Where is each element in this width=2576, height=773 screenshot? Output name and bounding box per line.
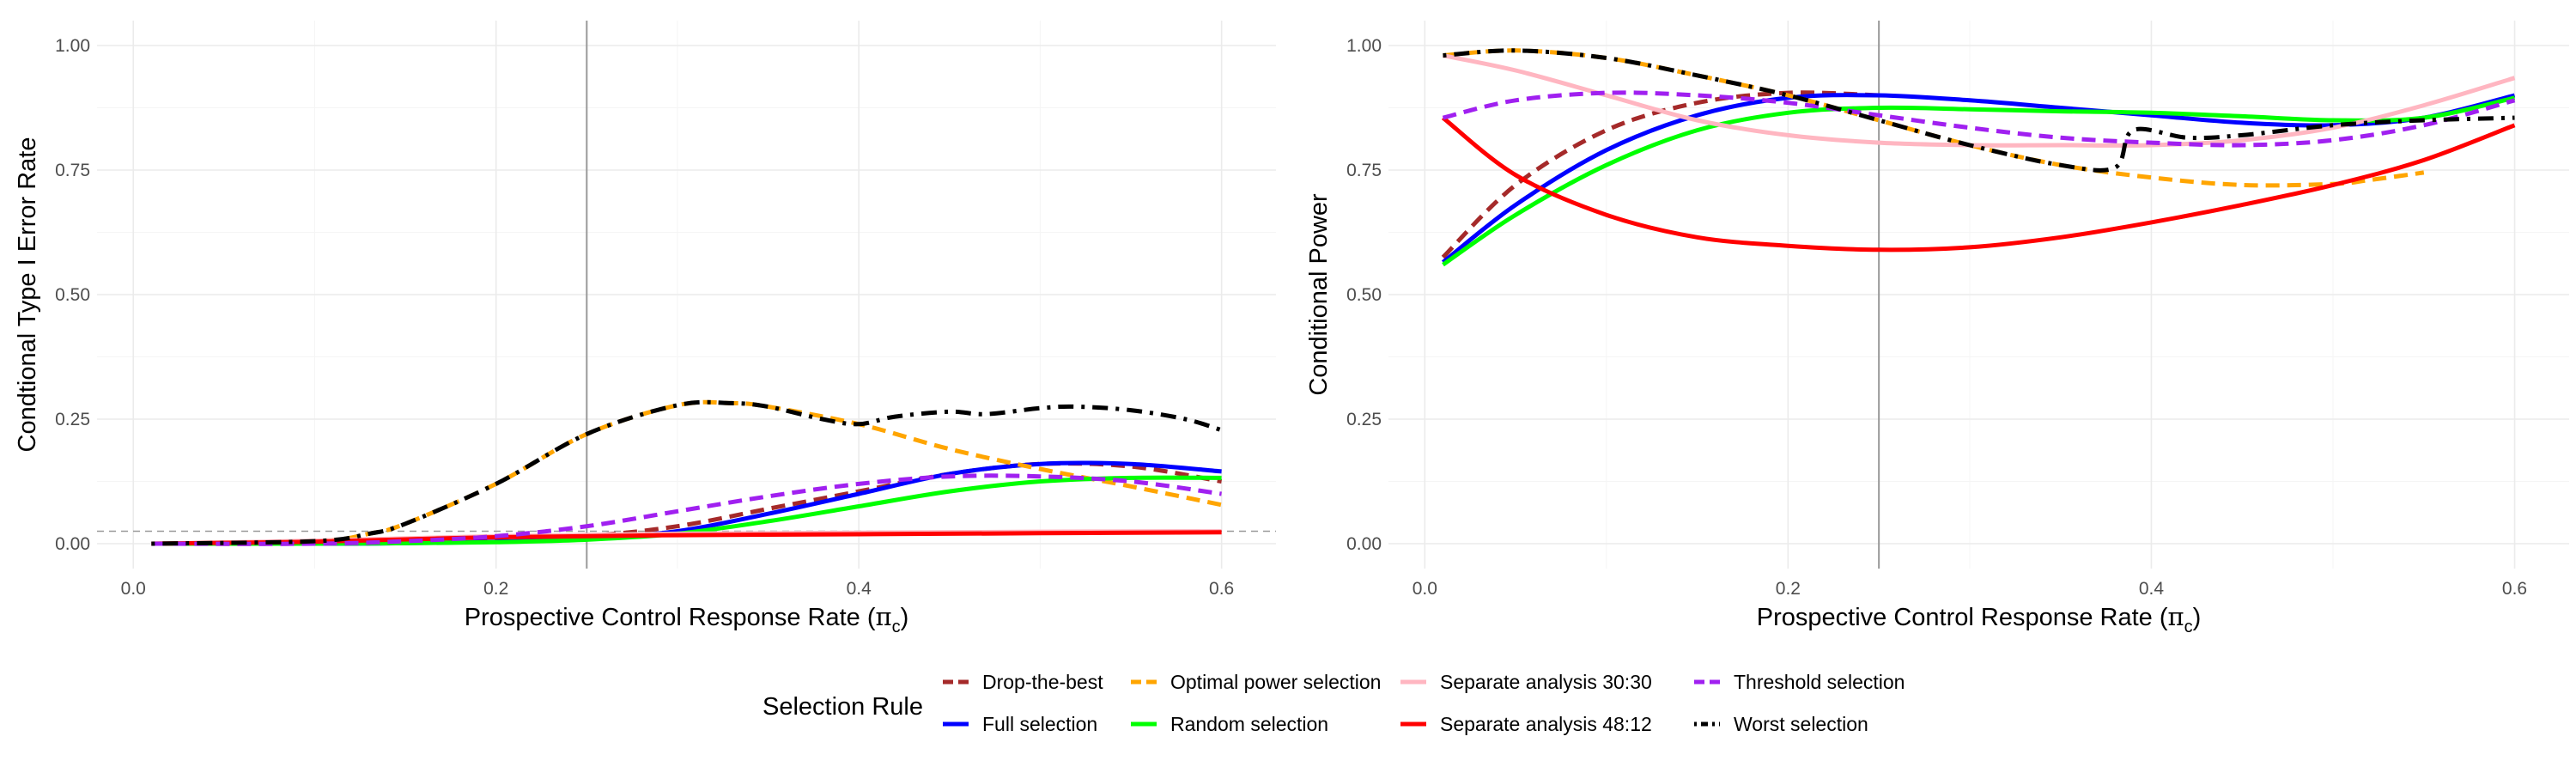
x-tick-label: 0.6 (1209, 579, 1234, 599)
legend-label-optimal-power-selection: Optimal power selection (1170, 671, 1381, 693)
legend-label-separate-analysis-30-30: Separate analysis 30:30 (1440, 671, 1652, 693)
x-axis-title-subscript: c (892, 618, 901, 636)
y-tick-label: 1.00 (1346, 36, 1382, 56)
x-axis-title-main: Prospective Control Response Rate ( (465, 604, 876, 631)
legend: Selection Rule Drop-the-best Full selectio… (762, 671, 1905, 735)
legend-label-full-selection: Full selection (982, 713, 1097, 735)
series-line-worst-selection (1443, 48, 2515, 173)
y-tick-label: 0.75 (55, 161, 90, 180)
panel-type-one-error: 0.0 0.2 0.4 0.6 0.00 0.25 0.50 0.75 1.00 Condtion… (14, 21, 1276, 636)
legend-label-threshold-selection: Threshold selection (1734, 671, 1905, 693)
x-tick-label: 0.2 (483, 579, 508, 599)
y-axis-title: Conditional Power (1305, 193, 1333, 396)
y-axis-title: Condtional Type I Error Rate (14, 137, 41, 453)
series-line-worst-selection (151, 399, 1223, 546)
series-line-drop-the-best (1441, 90, 1880, 259)
x-axis-title: Prospective Control Response Rate (πc) (1757, 602, 2201, 636)
y-tick-label: 0.00 (1346, 534, 1382, 554)
series-line-threshold-selection (151, 473, 1222, 546)
x-axis-title-symbol: π (876, 602, 892, 631)
x-axis-title-symbol: π (2168, 602, 2184, 631)
y-tick-label: 0.25 (1346, 410, 1382, 429)
x-tick-label: 0.6 (2502, 579, 2527, 599)
x-tick-label: 0.4 (2139, 579, 2165, 599)
y-tick-label: 0.00 (55, 534, 90, 554)
x-tick-label: 0.2 (1776, 579, 1801, 599)
legend-label-worst-selection: Worst selection (1734, 713, 1868, 735)
y-tick-label: 0.75 (1346, 161, 1382, 180)
x-tick-label: 0.4 (847, 579, 872, 599)
legend-title: Selection Rule (762, 693, 923, 721)
x-tick-label: 0.0 (1413, 579, 1437, 599)
y-tick-label: 1.00 (55, 36, 90, 56)
legend-label-separate-analysis-48-12: Separate analysis 48:12 (1440, 713, 1652, 735)
legend-label-random-selection: Random selection (1170, 713, 1328, 735)
y-tick-label: 0.25 (55, 410, 90, 429)
series-line-random-selection (1442, 95, 2516, 267)
y-tick-label: 0.50 (1346, 285, 1382, 305)
x-axis-title-subscript: c (2184, 618, 2193, 636)
series-line-separate-analysis-48-12 (1441, 116, 2516, 253)
x-tick-label: 0.0 (121, 579, 146, 599)
y-tick-label: 0.50 (55, 285, 90, 305)
x-axis-title-main: Prospective Control Response Rate ( (1757, 604, 2168, 631)
series-line-optimal-power-selection (151, 399, 1223, 546)
x-axis-title: Prospective Control Response Rate (πc) (465, 602, 908, 636)
panel-conditional-power: 0.0 0.2 0.4 0.6 0.00 0.25 0.50 0.75 1.00 Conditio… (1305, 21, 2569, 636)
x-axis-title-close: ) (2193, 604, 2202, 631)
x-axis-title-close: ) (901, 604, 909, 631)
legend-label-drop-the-best: Drop-the-best (982, 671, 1103, 693)
